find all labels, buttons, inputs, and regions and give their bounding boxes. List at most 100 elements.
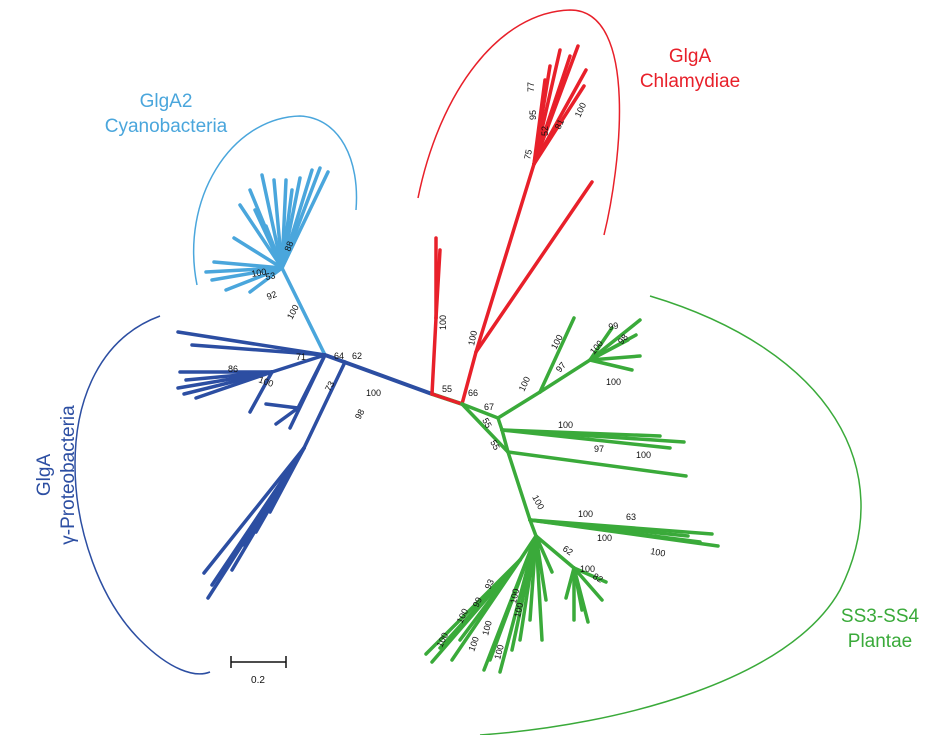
proteo-branch — [268, 446, 306, 514]
plantae-branch — [496, 416, 504, 432]
bootstrap-value: 81 — [553, 118, 566, 131]
chlamydiae-label-line1: GlgA — [669, 46, 712, 67]
bootstrap-value: 66 — [468, 388, 478, 398]
bootstrap-values-chlamydiae: 77 95 52 75 81 100 100 100 55 — [438, 82, 588, 394]
bootstrap-value: 100 — [597, 533, 612, 543]
bootstrap-value: 100 — [573, 101, 588, 119]
bootstrap-value: 73 — [323, 379, 337, 393]
bootstrap-value: 100 — [558, 420, 573, 430]
chlamydiae-branch — [430, 392, 464, 406]
proteo-branch — [190, 343, 327, 357]
bootstrap-values-plantae: 66 67 55 55 100 99 97 100 98 100 100 97 … — [435, 320, 666, 660]
plantae-branch — [588, 318, 642, 362]
chlamydiae-branch — [474, 180, 594, 354]
bootstrap-value: 100 — [257, 374, 275, 389]
bootstrap-value: 53 — [265, 270, 277, 282]
plantae-branch — [500, 428, 672, 450]
bootstrap-values-cyano: 88 100 53 92 100 — [251, 240, 301, 321]
bootstrap-value: 100 — [438, 315, 448, 330]
bootstrap-value: 100 — [580, 564, 595, 574]
plantae-label-line1: SS3-SS4 — [841, 606, 920, 627]
cyano-branch — [280, 178, 288, 270]
cyano-branch — [264, 224, 284, 270]
plantae-branch — [458, 558, 522, 642]
bootstrap-value: 95 — [528, 110, 538, 120]
bootstrap-value: 86 — [228, 364, 238, 374]
plantae-branch — [534, 534, 554, 574]
proteo-branch — [176, 330, 327, 357]
bootstrap-value: 100 — [466, 635, 481, 653]
plantae-branch — [572, 566, 590, 624]
bootstrap-value: 97 — [594, 444, 604, 454]
bootstrap-value: 100 — [549, 333, 565, 351]
plantae-branch — [588, 354, 642, 362]
bootstrap-value: 100 — [517, 375, 532, 393]
bootstrap-value: 100 — [512, 602, 525, 619]
chlamydiae-branches — [430, 44, 594, 406]
plantae-label-line2: Plantae — [848, 631, 912, 652]
proteo-branches — [176, 330, 347, 600]
plantae-branch — [564, 566, 576, 600]
plantae-branch — [506, 450, 688, 478]
bootstrap-value: 55 — [480, 416, 494, 430]
bootstrap-value: 97 — [554, 360, 568, 374]
bootstrap-values-proteo: 64 62 71 86 100 73 100 98 — [228, 351, 381, 421]
proteo-label-line1: GlgA — [34, 454, 55, 497]
plantae-branch — [460, 402, 500, 420]
plantae-branch — [572, 566, 604, 602]
chlamydiae-branch — [474, 162, 536, 354]
bootstrap-value: 55 — [488, 438, 502, 452]
proteo-branch — [274, 406, 300, 426]
proteo-branch — [248, 370, 274, 414]
plantae-branch — [488, 534, 538, 662]
bootstrap-value: 55 — [442, 384, 452, 394]
bootstrap-value: 100 — [508, 588, 521, 605]
bootstrap-value: 99 — [608, 320, 620, 332]
cyano-branch — [224, 266, 284, 292]
bootstrap-value: 100 — [578, 509, 593, 519]
bootstrap-value: 99 — [471, 596, 484, 609]
chlamydiae-branch — [532, 54, 572, 166]
cyano-branches — [204, 166, 330, 357]
bootstrap-value: 67 — [484, 402, 494, 412]
scale-bar-label: 0.2 — [251, 675, 265, 686]
bootstrap-value: 77 — [526, 82, 536, 92]
cyano-branch — [280, 266, 327, 357]
chlamydiae-label-line2: Chlamydiae — [640, 71, 740, 92]
bootstrap-value: 98 — [616, 332, 630, 346]
bootstrap-value: 100 — [492, 643, 506, 660]
proteo-label-line2: γ-Proteobacteria — [58, 405, 79, 545]
bootstrap-value: 82 — [591, 571, 605, 585]
cyano-branch — [238, 203, 284, 270]
bootstrap-value: 62 — [352, 351, 362, 361]
bootstrap-value: 62 — [561, 543, 575, 557]
plantae-branch — [538, 316, 576, 394]
plantae-branch — [460, 402, 510, 454]
bootstrap-value: 75 — [522, 149, 534, 161]
cyano-branch — [232, 236, 284, 270]
chlamydiae-branch — [532, 84, 586, 166]
bootstrap-value: 64 — [334, 351, 344, 361]
bootstrap-value: 92 — [265, 289, 278, 302]
plantae-branch — [588, 338, 630, 362]
cyano-branch — [210, 266, 284, 282]
plantae-branch — [506, 450, 532, 522]
bootstrap-value: 100 — [285, 303, 301, 321]
bootstrap-value: 100 — [366, 388, 381, 398]
plantae-branch — [528, 534, 538, 622]
plantae-branch — [538, 358, 592, 394]
plantae-branch — [496, 390, 542, 420]
proteo-branch — [302, 360, 347, 450]
plantae-branch — [500, 428, 662, 438]
bootstrap-value: 100 — [480, 619, 494, 636]
cyano-label-line2: Cyanobacteria — [105, 116, 228, 137]
bootstrap-value: 71 — [296, 352, 306, 362]
proteo-branch — [270, 353, 327, 374]
plantae-branch — [528, 518, 538, 538]
bootstrap-value: 93 — [483, 578, 496, 591]
bootstrap-value: 100 — [466, 330, 479, 347]
bootstrap-value: 88 — [282, 240, 295, 253]
proteo-branch — [288, 353, 327, 430]
cyano-label-line1: GlgA2 — [140, 91, 193, 112]
